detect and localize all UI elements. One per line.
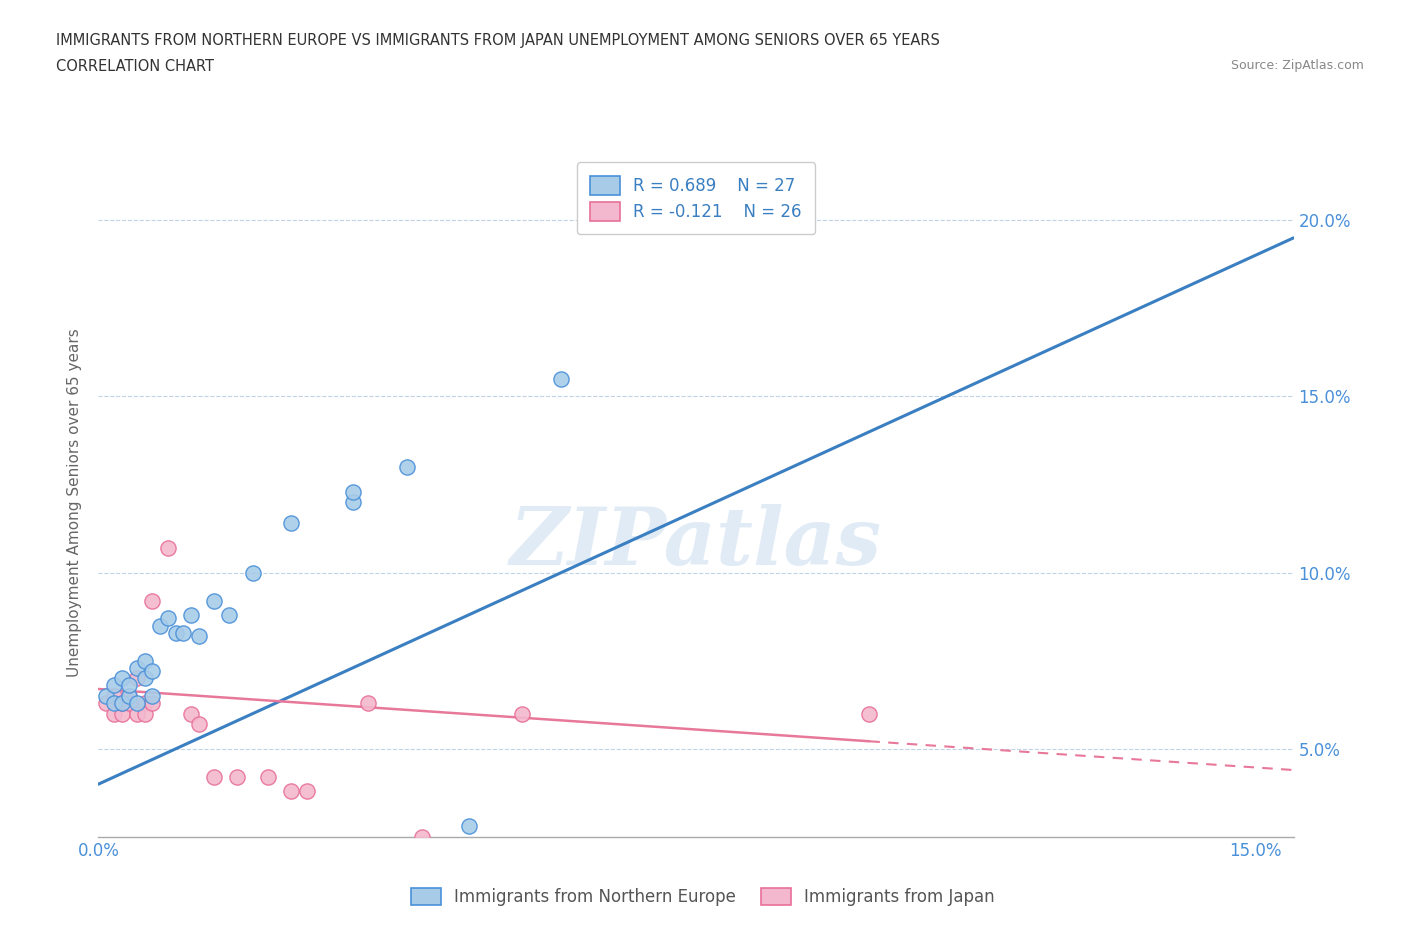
Point bbox=[141, 664, 163, 679]
Point bbox=[457, 819, 479, 834]
Point bbox=[149, 618, 172, 633]
Legend: R = 0.689    N = 27, R = -0.121    N = 26: R = 0.689 N = 27, R = -0.121 N = 26 bbox=[576, 163, 815, 234]
Point bbox=[218, 607, 240, 622]
Point bbox=[187, 717, 209, 732]
Point bbox=[202, 770, 225, 785]
Point bbox=[103, 688, 125, 703]
Point bbox=[110, 696, 132, 711]
Point bbox=[242, 565, 264, 580]
Legend: Immigrants from Northern Europe, Immigrants from Japan: Immigrants from Northern Europe, Immigra… bbox=[405, 881, 1001, 912]
Text: Source: ZipAtlas.com: Source: ZipAtlas.com bbox=[1230, 59, 1364, 72]
Point bbox=[118, 678, 141, 693]
Point bbox=[295, 784, 318, 799]
Point bbox=[141, 593, 163, 608]
Point bbox=[457, 847, 479, 862]
Point bbox=[110, 696, 132, 711]
Point bbox=[280, 516, 302, 531]
Point bbox=[280, 784, 302, 799]
Point bbox=[165, 625, 187, 640]
Point bbox=[156, 540, 179, 555]
Point bbox=[118, 696, 141, 711]
Text: IMMIGRANTS FROM NORTHERN EUROPE VS IMMIGRANTS FROM JAPAN UNEMPLOYMENT AMONG SENI: IMMIGRANTS FROM NORTHERN EUROPE VS IMMIG… bbox=[56, 33, 941, 47]
Point bbox=[134, 696, 156, 711]
Point bbox=[512, 706, 534, 721]
Point bbox=[110, 671, 132, 685]
Text: CORRELATION CHART: CORRELATION CHART bbox=[56, 59, 214, 73]
Text: ZIPatlas: ZIPatlas bbox=[510, 504, 882, 581]
Point bbox=[202, 593, 225, 608]
Point bbox=[94, 696, 117, 711]
Point bbox=[125, 671, 148, 685]
Point bbox=[550, 371, 572, 386]
Point bbox=[103, 696, 125, 711]
Point bbox=[187, 629, 209, 644]
Point bbox=[141, 696, 163, 711]
Point bbox=[180, 706, 202, 721]
Point bbox=[411, 830, 433, 844]
Point bbox=[125, 696, 148, 711]
Point bbox=[134, 671, 156, 685]
Point bbox=[125, 660, 148, 675]
Point bbox=[134, 706, 156, 721]
Point bbox=[395, 459, 418, 474]
Point bbox=[103, 678, 125, 693]
Point bbox=[226, 770, 249, 785]
Point bbox=[858, 706, 880, 721]
Point bbox=[180, 607, 202, 622]
Point bbox=[342, 495, 364, 510]
Point bbox=[357, 696, 380, 711]
Point bbox=[103, 706, 125, 721]
Point bbox=[257, 770, 280, 785]
Point bbox=[125, 706, 148, 721]
Y-axis label: Unemployment Among Seniors over 65 years: Unemployment Among Seniors over 65 years bbox=[67, 328, 83, 677]
Point bbox=[134, 654, 156, 669]
Point bbox=[110, 706, 132, 721]
Point bbox=[172, 625, 194, 640]
Point bbox=[118, 688, 141, 703]
Point bbox=[141, 688, 163, 703]
Point bbox=[342, 485, 364, 499]
Point bbox=[118, 688, 141, 703]
Point bbox=[94, 688, 117, 703]
Point bbox=[156, 611, 179, 626]
